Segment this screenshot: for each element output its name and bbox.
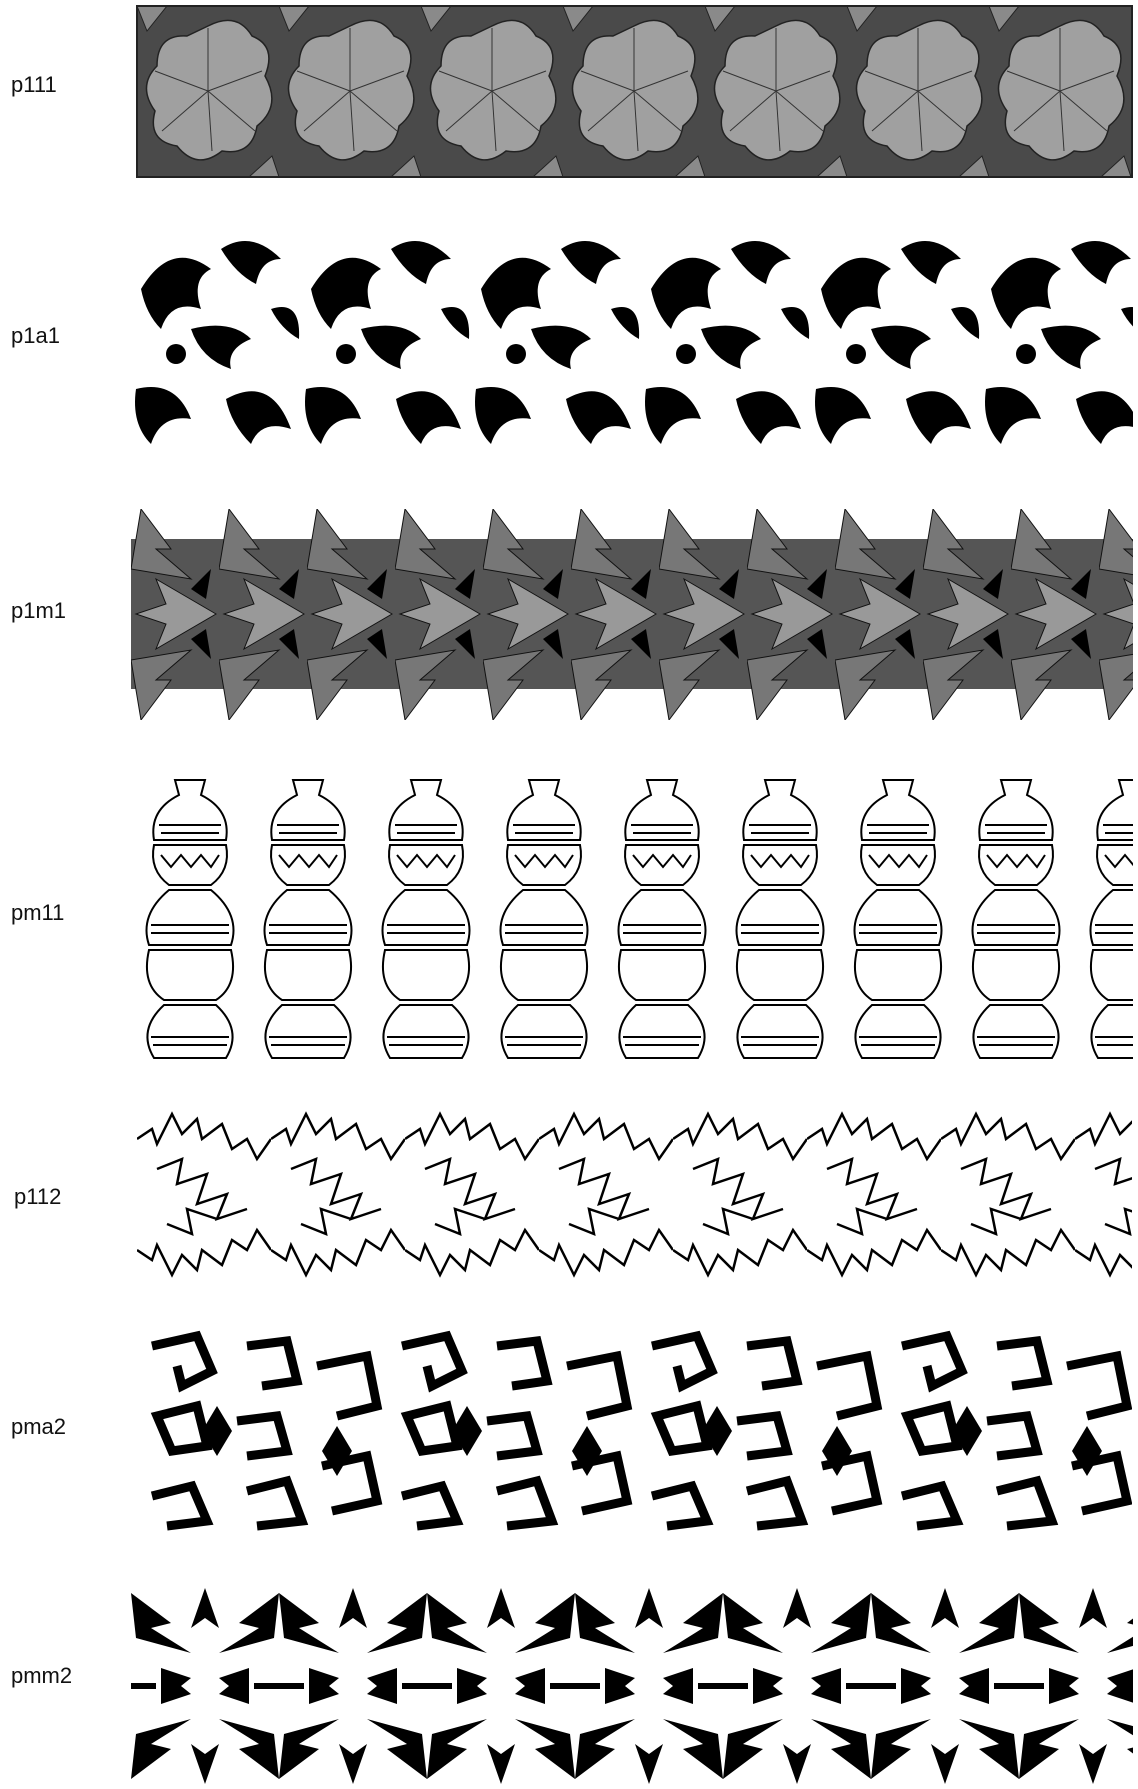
frieze-p1a1 xyxy=(131,229,1133,452)
row-label: p1m1 xyxy=(11,598,66,623)
row-label: p1a1 xyxy=(11,323,60,348)
row-label: p111 xyxy=(11,72,57,97)
row-label: pm11 xyxy=(11,900,64,925)
frieze-p1m1 xyxy=(131,509,1133,720)
row-label: pmm2 xyxy=(11,1663,72,1688)
page: {"labels": ["p111", "p1a1", "p1m1", "pm1… xyxy=(0,0,1138,1789)
row-label: pma2 xyxy=(11,1414,66,1439)
frieze-pmm2 xyxy=(131,1583,1133,1789)
frieze-p111 xyxy=(137,6,1132,177)
frieze-pma2 xyxy=(137,1326,1132,1537)
frieze-p112 xyxy=(137,1109,1132,1280)
frieze-pm11 xyxy=(131,775,1133,1063)
frieze-figure: p111 p1a1 p1m1 pm11 p112 pma2 pmm2 xyxy=(0,0,1138,1789)
row-label: p112 xyxy=(14,1184,61,1209)
